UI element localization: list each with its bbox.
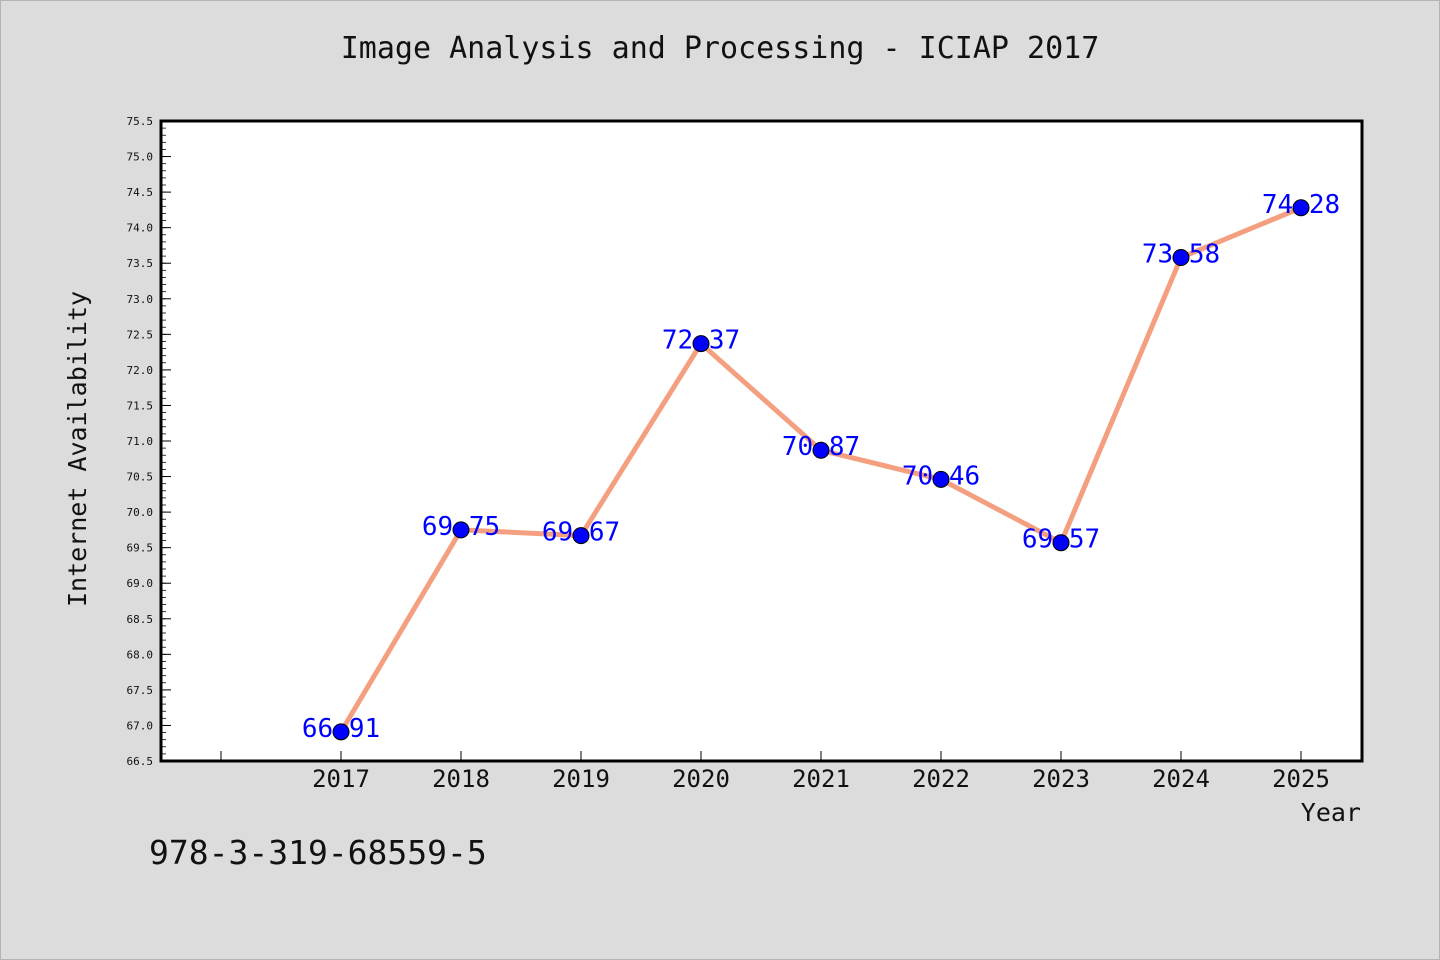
x-tick-label: 2022	[912, 765, 970, 793]
y-axis: 66.5 67.0 67.5 68.0 68.5 69.0 69.5 70.0 70.5 71.0…	[127, 115, 171, 768]
data-label: 66.91	[302, 714, 380, 744]
data-point	[452, 521, 470, 539]
y-tick-label: 67.0	[127, 719, 154, 732]
data-label: 69.67	[542, 518, 620, 548]
y-tick-label: 72.5	[127, 328, 154, 341]
y-tick-label: 72.0	[127, 364, 154, 377]
y-axis-title: Internet Availability	[63, 291, 92, 607]
plot-area	[159, 119, 1364, 763]
isbn-caption: 978-3-319-68559-5	[149, 833, 487, 872]
data-point	[572, 527, 590, 545]
y-tick-label: 73.5	[127, 257, 154, 270]
y-tick-label: 75.0	[127, 151, 154, 164]
y-tick-label: 74.5	[127, 186, 154, 199]
y-tick-label: 70.5	[127, 471, 154, 484]
data-label: 70.46	[902, 461, 980, 491]
y-tick-label: 75.5	[127, 115, 154, 128]
data-point	[812, 441, 830, 459]
data-point	[932, 470, 950, 488]
data-point	[692, 335, 710, 353]
data-point	[1052, 534, 1070, 552]
x-axis-title: Year	[1301, 798, 1361, 827]
y-tick-label: 67.5	[127, 684, 154, 697]
x-tick-label: 2021	[792, 765, 850, 793]
y-tick-label: 69.0	[127, 577, 154, 590]
data-point	[1172, 249, 1190, 267]
x-tick-label: 2018	[432, 765, 490, 793]
x-tick-label: 2020	[672, 765, 730, 793]
data-label: 72.37	[662, 326, 740, 356]
y-tick-label: 68.0	[127, 648, 154, 661]
data-label: 73.58	[1142, 240, 1220, 270]
x-tick-label: 2024	[1152, 765, 1210, 793]
x-tick-label: 2017	[312, 765, 370, 793]
x-axis: 2017 2018 2019 2020 2021 2022 2023 2024 2025	[220, 751, 1330, 793]
data-label: 69.75	[422, 512, 500, 542]
y-tick-label: 70.0	[127, 506, 154, 519]
y-tick-label: 71.0	[127, 435, 154, 448]
data-label: 69.57	[1022, 525, 1100, 555]
series-layer: 66.91 69.75 69.67 72.37 70.87 70.46 69.57 73.58…	[302, 190, 1340, 744]
data-point	[332, 723, 350, 741]
y-tick-label: 66.5	[127, 755, 154, 768]
y-tick-label: 68.5	[127, 613, 154, 626]
y-tick-label: 69.5	[127, 542, 154, 555]
chart-title: Image Analysis and Processing - ICIAP 20…	[340, 31, 1100, 66]
data-label: 74.28	[1262, 190, 1340, 220]
y-tick-label: 73.0	[127, 293, 154, 306]
y-tick-label: 74.0	[127, 222, 154, 235]
x-tick-label: 2019	[552, 765, 610, 793]
x-tick-label: 2023	[1032, 765, 1090, 793]
x-tick-label: 2025	[1272, 765, 1330, 793]
data-label: 70.87	[782, 432, 860, 462]
data-point	[1292, 199, 1310, 217]
y-tick-label: 71.5	[127, 399, 154, 412]
